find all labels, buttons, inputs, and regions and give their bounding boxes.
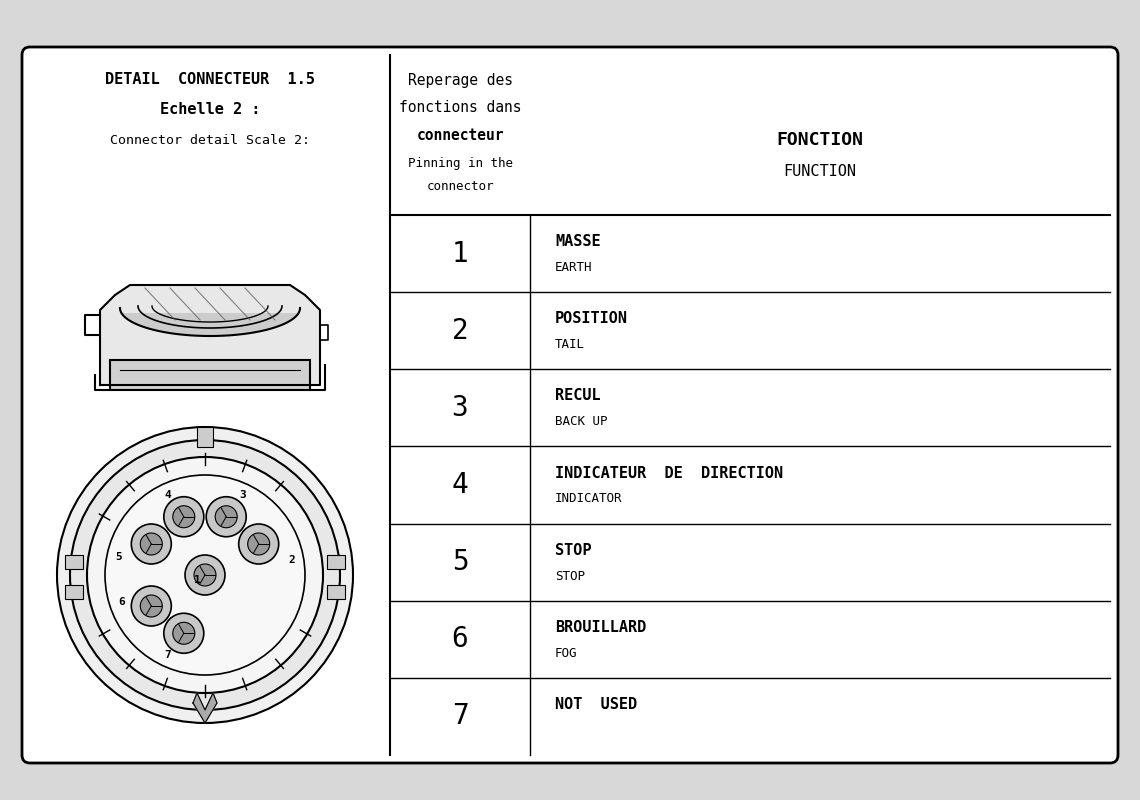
- Bar: [109, 360, 310, 390]
- Circle shape: [164, 614, 204, 654]
- Text: fonctions dans: fonctions dans: [399, 101, 521, 115]
- Bar: [65, 555, 83, 569]
- Text: BACK UP: BACK UP: [555, 415, 608, 428]
- Circle shape: [57, 427, 353, 723]
- Text: STOP: STOP: [555, 570, 585, 582]
- Circle shape: [215, 506, 237, 528]
- Circle shape: [194, 564, 215, 586]
- Text: 3: 3: [451, 394, 469, 422]
- Text: 5: 5: [451, 548, 469, 576]
- Text: DETAIL  CONNECTEUR  1.5: DETAIL CONNECTEUR 1.5: [105, 73, 315, 87]
- Bar: [327, 585, 345, 599]
- Polygon shape: [193, 693, 217, 723]
- Circle shape: [70, 440, 340, 710]
- Polygon shape: [100, 285, 320, 385]
- Text: INDICATEUR  DE  DIRECTION: INDICATEUR DE DIRECTION: [555, 466, 783, 481]
- Circle shape: [87, 457, 323, 693]
- Text: connecteur: connecteur: [416, 129, 504, 143]
- Circle shape: [140, 533, 162, 555]
- Text: RECUL: RECUL: [555, 388, 601, 403]
- Text: 4: 4: [164, 490, 171, 500]
- Circle shape: [164, 497, 204, 537]
- Text: 7: 7: [164, 650, 171, 660]
- Text: 1: 1: [451, 239, 469, 267]
- Bar: [327, 555, 345, 569]
- Circle shape: [173, 506, 195, 528]
- Circle shape: [131, 524, 171, 564]
- Text: 4: 4: [451, 471, 469, 499]
- Circle shape: [185, 555, 225, 595]
- Text: FUNCTION: FUNCTION: [783, 165, 856, 179]
- Text: 5: 5: [115, 552, 122, 562]
- Circle shape: [238, 524, 278, 564]
- Text: 6: 6: [451, 626, 469, 654]
- Text: INDICATOR: INDICATOR: [555, 493, 622, 506]
- Text: FONCTION: FONCTION: [776, 131, 863, 149]
- Text: NOT  USED: NOT USED: [555, 697, 637, 712]
- Circle shape: [140, 595, 162, 617]
- Text: 7: 7: [451, 702, 469, 730]
- Circle shape: [247, 533, 270, 555]
- Bar: [197, 427, 213, 447]
- Text: 2: 2: [451, 317, 469, 345]
- Bar: [65, 585, 83, 599]
- Text: 1: 1: [194, 575, 201, 585]
- Text: Pinning in the: Pinning in the: [407, 157, 513, 170]
- Text: EARTH: EARTH: [555, 261, 593, 274]
- Text: STOP: STOP: [555, 542, 592, 558]
- Text: 3: 3: [238, 490, 245, 500]
- Text: POSITION: POSITION: [555, 311, 628, 326]
- Text: TAIL: TAIL: [555, 338, 585, 351]
- Text: FOG: FOG: [555, 646, 578, 660]
- Text: 2: 2: [288, 554, 295, 565]
- FancyBboxPatch shape: [22, 47, 1118, 763]
- Circle shape: [173, 622, 195, 644]
- Text: MASSE: MASSE: [555, 234, 601, 249]
- Text: 6: 6: [117, 597, 124, 607]
- Text: BROUILLARD: BROUILLARD: [555, 620, 646, 634]
- Text: Reperage des: Reperage des: [407, 73, 513, 87]
- Circle shape: [131, 586, 171, 626]
- Polygon shape: [120, 308, 300, 336]
- Text: Echelle 2 :: Echelle 2 :: [160, 102, 260, 118]
- Text: connector: connector: [426, 181, 494, 194]
- Text: Connector detail Scale 2:: Connector detail Scale 2:: [109, 134, 310, 146]
- Circle shape: [206, 497, 246, 537]
- Circle shape: [105, 475, 306, 675]
